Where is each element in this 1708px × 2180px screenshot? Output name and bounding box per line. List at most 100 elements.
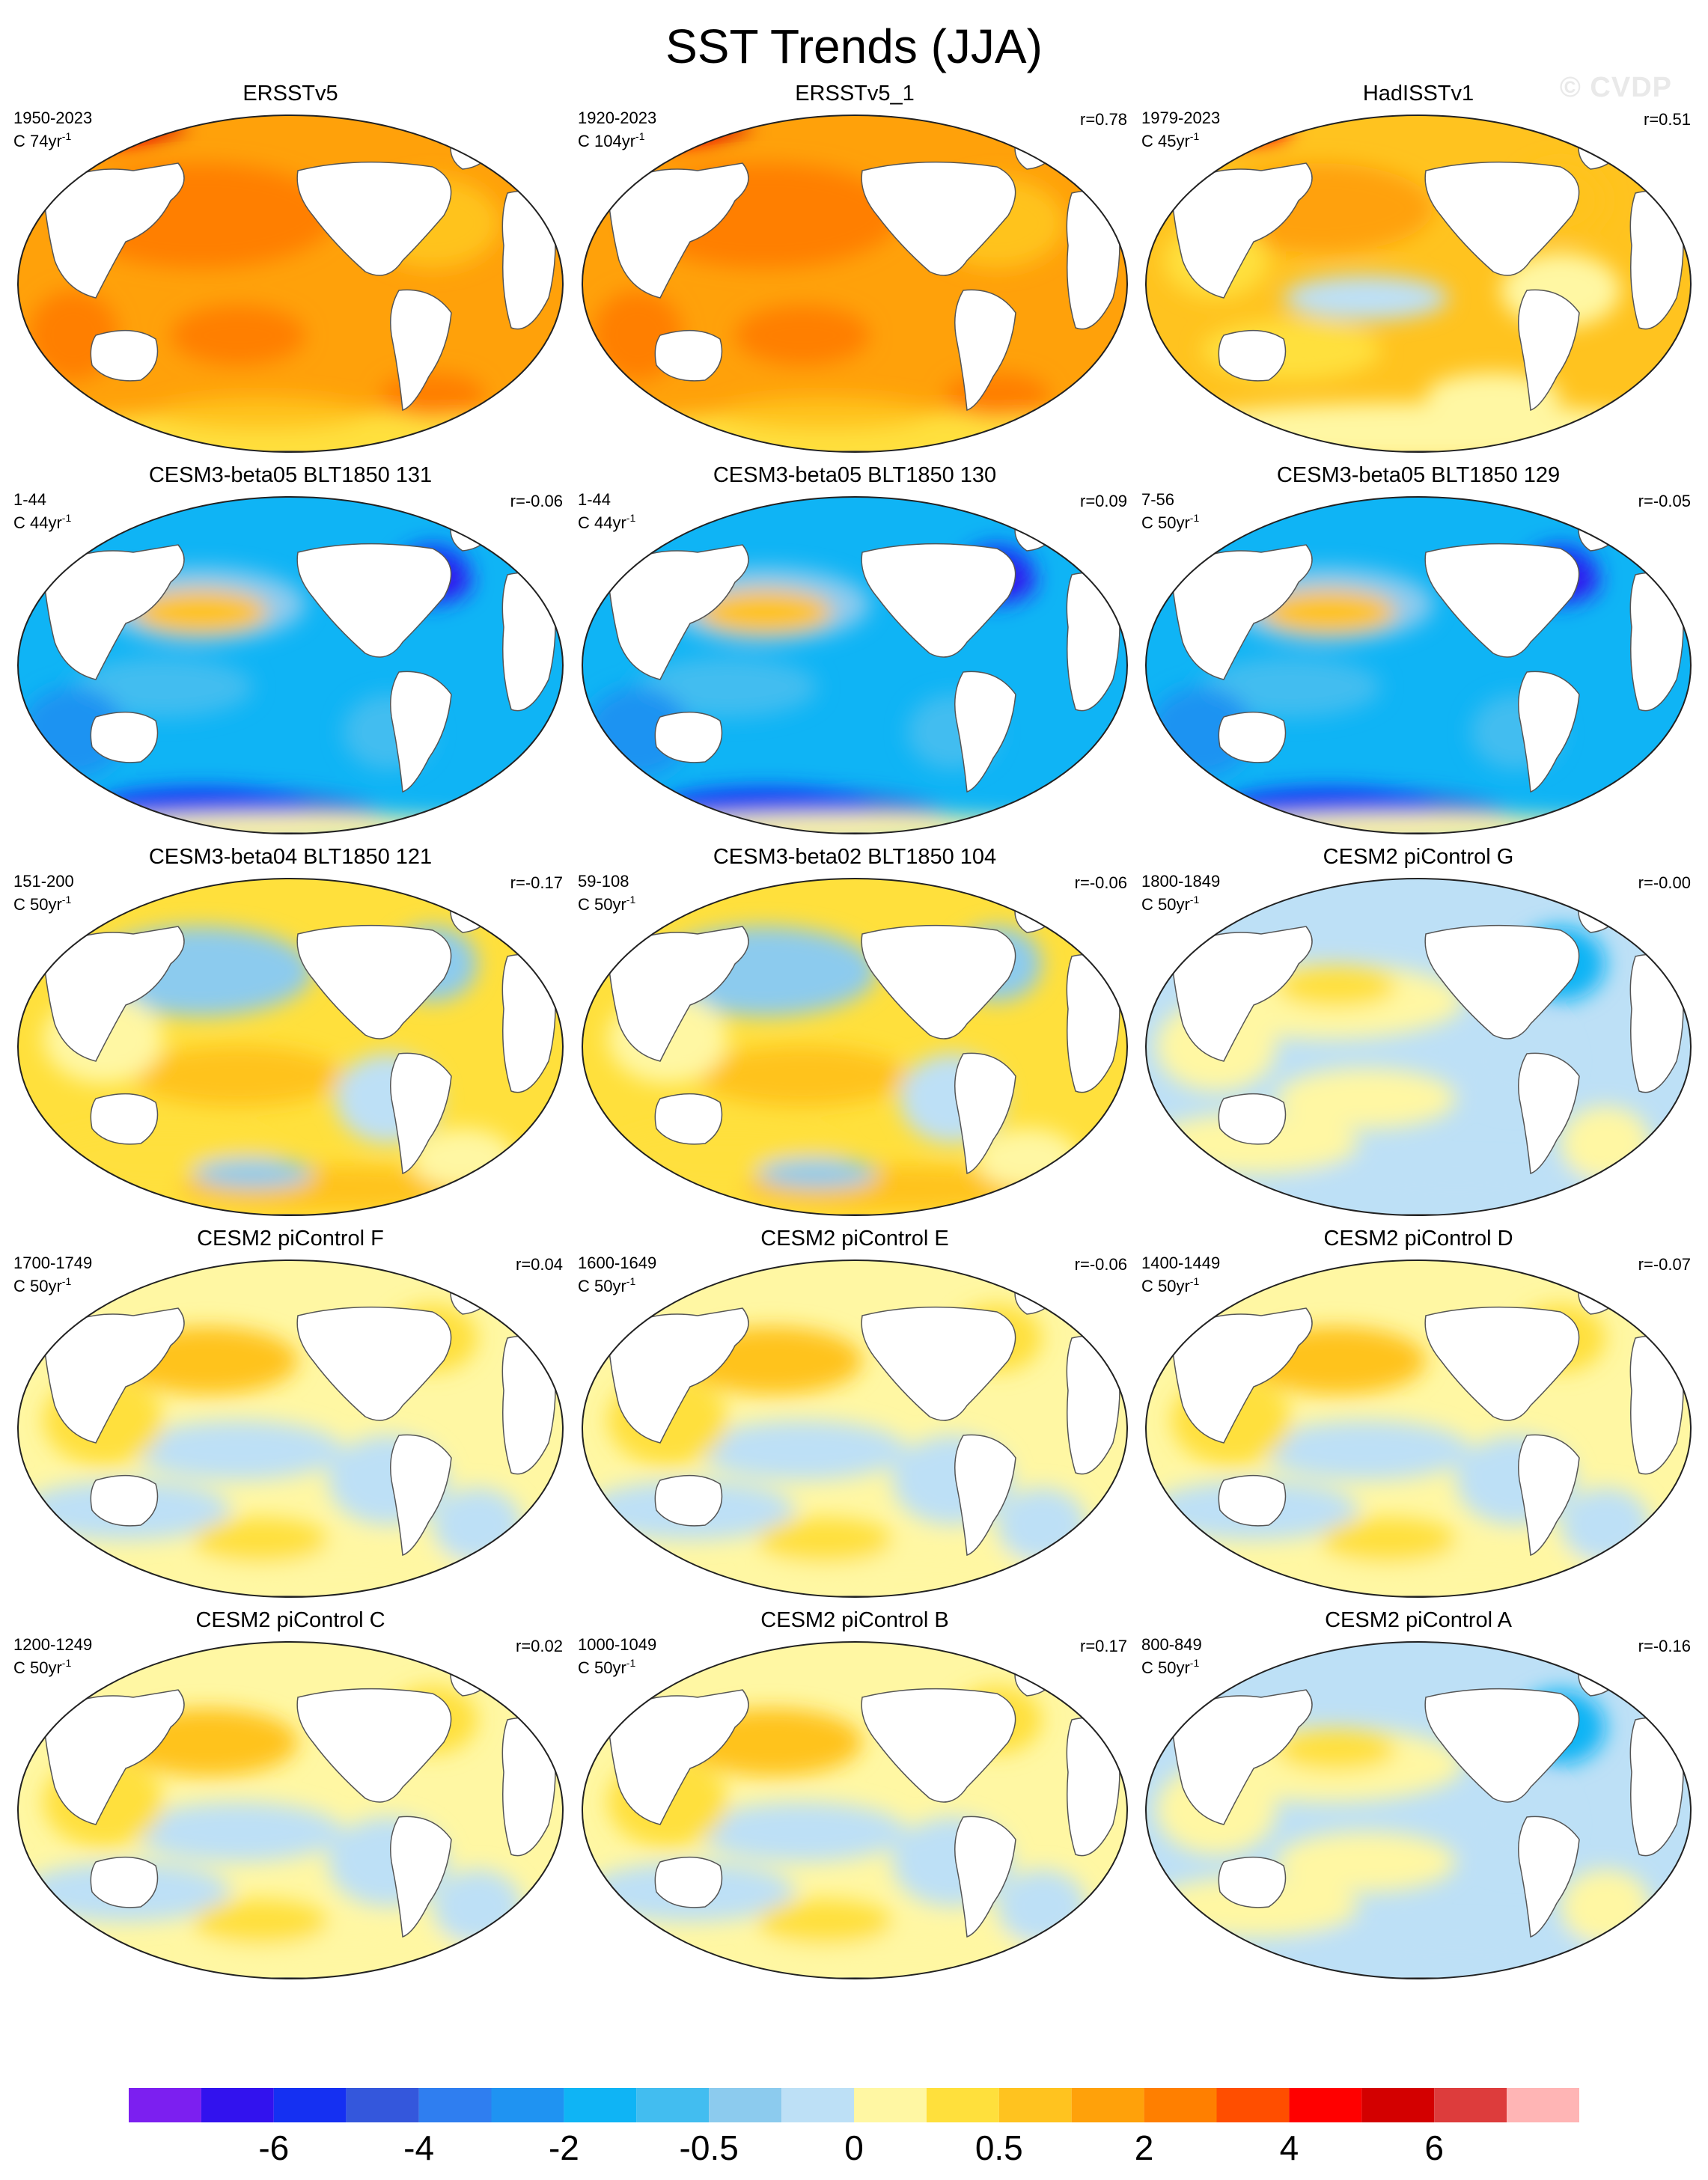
colorbar-tick-label: -0.5	[679, 2128, 739, 2167]
panel-units-base: C 50yr	[1141, 513, 1190, 532]
map-panel: CESM2 piControl B 1000-1049 C 50yr-1 r=0.17	[578, 1608, 1132, 2012]
map-frame	[1145, 1260, 1692, 1598]
land-mass	[90, 1093, 159, 1145]
land-mass	[1518, 1052, 1580, 1175]
land-mass	[654, 329, 723, 382]
map-frame	[17, 878, 564, 1216]
land-mass	[607, 162, 749, 299]
land-mass	[607, 1689, 749, 1825]
sst-trend-map	[578, 1637, 1132, 1983]
colorbar-swatch	[491, 2088, 564, 2122]
colorbar-swatch	[1071, 2088, 1144, 2122]
colorbar-swatch	[1507, 2088, 1579, 2122]
map-frame	[582, 115, 1128, 453]
panel-period: 1600-1649	[578, 1254, 657, 1272]
sst-trend-map	[13, 874, 567, 1220]
trend-region	[73, 657, 253, 717]
panel-units: C 104yr-1	[578, 127, 645, 150]
trend-region	[1276, 965, 1396, 1007]
sst-trend-map	[578, 111, 1132, 457]
sst-trend-map	[13, 1256, 567, 1602]
land-mass	[1171, 1307, 1313, 1444]
trend-region	[193, 1518, 328, 1563]
land-mass	[1218, 1856, 1287, 1908]
map-svg	[582, 878, 1128, 1216]
land-mass	[654, 1474, 723, 1527]
map-svg	[17, 1260, 564, 1598]
map-frame	[582, 1641, 1128, 1979]
land-mass	[1218, 329, 1287, 382]
panel-units-exponent: -1	[626, 894, 636, 906]
land-mass	[607, 1307, 749, 1444]
land-mass	[1171, 162, 1313, 299]
colorbar-swatch	[854, 2088, 927, 2122]
panel-correlation: r=-0.07	[1638, 1255, 1691, 1274]
panel-units-base: C 50yr	[578, 895, 626, 914]
map-svg	[582, 1641, 1128, 1979]
panel-units: C 50yr-1	[1141, 509, 1199, 532]
panel-units-base: C 50yr	[13, 1277, 62, 1295]
land-mass	[607, 544, 749, 680]
map-svg	[17, 115, 564, 453]
land-mass	[390, 289, 452, 412]
panel-units-exponent: -1	[61, 894, 72, 906]
land-mass	[1014, 1282, 1058, 1315]
panel-period: 59-108	[578, 872, 629, 891]
land-mass	[43, 544, 185, 680]
colorbar-tick-label: 2	[1134, 2128, 1154, 2167]
land-mass	[1578, 1664, 1621, 1697]
trend-region	[133, 590, 268, 635]
map-panel: CESM3-beta05 BLT1850 131 1-44 C 44yr-1 r=-0…	[13, 463, 567, 867]
map-svg	[17, 1641, 564, 1979]
trend-region	[1284, 275, 1448, 320]
panel-period: 1000-1049	[578, 1635, 657, 1654]
land-mass	[654, 1856, 723, 1908]
map-panel: CESM3-beta02 BLT1850 104 59-108 C 50yr-1 r=…	[578, 845, 1132, 1248]
map-panel: CESM2 piControl D 1400-1449 C 50yr-1 r=-0.0…	[1141, 1227, 1695, 1630]
panel-period: 1979-2023	[1141, 109, 1221, 127]
colorbar-swatch	[1434, 2088, 1507, 2122]
land-mass	[450, 137, 493, 170]
trend-region	[720, 397, 930, 430]
land-mass	[1171, 544, 1313, 680]
panel-units-base: C 45yr	[1141, 132, 1190, 150]
trend-region	[193, 1158, 313, 1188]
panel-correlation: r=-0.05	[1638, 492, 1691, 510]
trend-region	[43, 120, 163, 147]
panel-units-exponent: -1	[626, 1275, 636, 1287]
panel-units-exponent: -1	[626, 1657, 636, 1669]
panel-title: HadISSTv1	[1362, 82, 1474, 106]
panel-units: C 44yr-1	[13, 509, 71, 532]
land-mass	[1424, 161, 1580, 276]
panel-title: CESM2 piControl D	[1323, 1227, 1513, 1251]
panel-units-base: C 50yr	[578, 1658, 626, 1677]
land-mass	[654, 711, 723, 763]
trend-region	[1261, 1420, 1471, 1480]
panel-units-base: C 44yr	[578, 513, 626, 532]
trend-region	[193, 1899, 328, 1944]
colorbar-swatch	[1144, 2088, 1217, 2122]
map-frame	[17, 1260, 564, 1598]
land-mass	[1218, 711, 1287, 763]
trend-region	[638, 657, 817, 717]
colorbar-swatch	[1289, 2088, 1362, 2122]
panel-correlation: r=-0.06	[1074, 873, 1127, 892]
sst-trend-map	[1141, 1256, 1695, 1602]
land-mass	[1518, 1434, 1580, 1557]
land-mass	[954, 289, 1016, 412]
colorbar-swatch	[926, 2088, 999, 2122]
land-mass	[450, 900, 493, 933]
land-mass	[861, 924, 1016, 1039]
land-mass	[861, 161, 1016, 276]
land-mass	[607, 926, 749, 1062]
land-mass	[861, 1306, 1016, 1421]
panel-units-exponent: -1	[1189, 130, 1200, 142]
land-mass	[1171, 1689, 1313, 1825]
panel-period: 1200-1249	[13, 1635, 93, 1654]
sst-trend-map	[13, 492, 567, 838]
colorbar-swatch	[564, 2088, 637, 2122]
panel-title: CESM2 piControl C	[195, 1608, 385, 1632]
panel-title: CESM3-beta05 BLT1850 130	[713, 463, 997, 487]
panel-correlation: r=-0.00	[1638, 873, 1691, 892]
panel-units-base: C 50yr	[13, 1658, 62, 1677]
